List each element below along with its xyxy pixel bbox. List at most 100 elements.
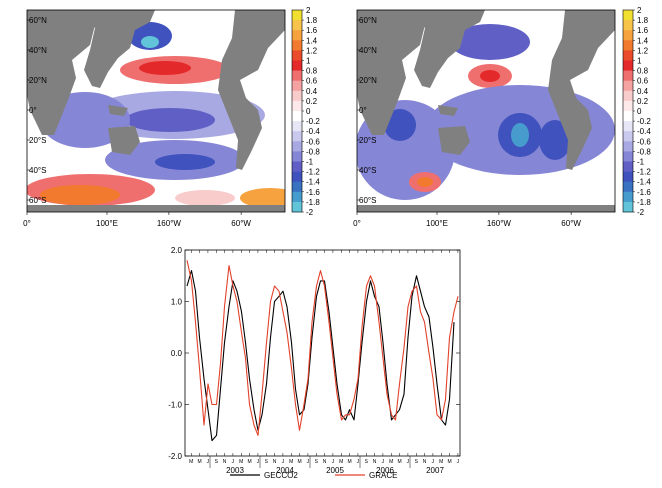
land-indonesia [108,105,128,116]
month-label: N [323,459,327,465]
month-label: J [207,459,210,465]
month-label: M [339,459,343,465]
colorbar-swatch [623,80,633,92]
land-africa-europe [357,10,425,135]
map-gecco2-anomaly: 60°N 40°N 20°N 0° 20°S 40°S 60°S 0° 100°E 160°W 6… [23,9,286,228]
lon-label: 60°W [561,219,581,228]
colorbar-swatch [623,161,633,172]
colorbar-label: -1.8 [306,198,320,207]
colorbar-label: -0.2 [306,117,320,126]
month-label: N [223,459,227,465]
colorbar-swatch [292,40,302,51]
colorbar-label: 0 [306,107,311,116]
colorbar-swatch [623,141,633,152]
lon-label: 60°W [231,219,251,228]
colorbar-label: 2 [637,6,642,15]
colorbar-right: 21.81.61.41.210.80.60.40.20-0.2-0.4-0.6-… [622,6,651,217]
colorbar-label: 0 [637,107,642,116]
colorbar-swatch [292,181,302,193]
colorbar-swatch [623,121,633,132]
colorbar-label: -1.4 [637,178,651,187]
month-label: S [315,459,319,465]
colorbar-swatch [623,60,633,71]
lat-label: 0° [29,106,37,115]
north-atlantic-anomaly-core [141,36,159,48]
colorbar-swatch [292,201,302,213]
month-label: J [257,459,260,465]
lat-label: 60°N [359,16,377,25]
land-greenland [585,10,610,28]
colorbar-label: -0.4 [306,127,320,136]
month-label: J [307,459,310,465]
lat-label: 60°N [29,16,47,25]
colorbar-swatch [292,100,302,112]
lat-label: 20°S [359,136,376,145]
colorbar-label: 2 [306,6,311,15]
colorbar-swatch [623,191,633,203]
month-label: S [265,459,269,465]
month-label: J [457,459,460,465]
month-label: J [232,459,235,465]
lon-axis-labels: 0° 100°E 160°W 60°W [23,212,251,228]
colorbar-label: 1.2 [637,46,649,55]
colorbar-label: 1.4 [637,36,649,45]
colorbar-label: -0.6 [306,137,320,146]
map-frame [26,9,286,213]
colorbar-swatch [292,121,302,132]
colorbar-label: -0.8 [637,147,651,156]
land-asia [414,10,485,88]
colorbar-swatch [623,10,633,21]
colorbar-label: -2 [306,208,314,217]
colorbar-label: -0.6 [637,137,651,146]
lon-label: 0° [353,219,361,228]
lon-label: 0° [23,219,31,228]
month-label: M [197,459,201,465]
map-panel-grace: 60°N 40°N 20°N 0° 20°S 40°S 60°S 0° 100°E 160°W 6… [330,0,662,236]
lon-label: 100°E [96,219,118,228]
month-label: M [297,459,301,465]
land-antarctica [357,205,615,212]
month-label: M [189,459,193,465]
land-americas [548,10,615,170]
colorbar-swatch [292,70,302,81]
month-label: S [215,459,219,465]
month-label: M [397,459,401,465]
series-line-gecco2 [186,270,455,442]
colorbar-left: 21.81.61.41.210.80.60.40.20-0.2-0.4-0.6-… [291,6,320,217]
tropical-pacific-cold-core [125,108,215,132]
colorbar-swatch [292,30,302,41]
land-australia [438,126,470,155]
colorbar-swatch [623,30,633,41]
colorbar-swatch [623,50,633,61]
year-label: 2003 [226,466,244,475]
month-label: S [365,459,369,465]
colorbar-swatch [292,151,302,162]
colorbar-label: 0.8 [637,67,649,76]
colorbar-label: 1 [306,57,311,66]
lat-label: 40°S [29,166,46,175]
colorbar-label: -1.4 [306,178,320,187]
year-label: 2005 [326,466,344,475]
colorbar-swatch [623,100,633,112]
pacific-cold-core-inner [511,123,529,147]
lon-label: 160°W [487,219,512,228]
map-frame [356,9,616,213]
map-panel-gecco2: 60°N 40°N 20°N 0° 20°S 40°S 60°S 0° 100°E 160°W 6… [0,0,330,236]
legend: GECCO2 GRACE [230,471,397,480]
south-pacific-cold-core [539,120,571,160]
legend-label: GECCO2 [264,471,298,480]
month-label: J [382,459,385,465]
land-americas [218,10,285,170]
colorbar-label: 1 [637,57,642,66]
colorbar-label: 0.2 [637,97,649,106]
month-label: M [447,459,451,465]
y-tick-label: -2.0 [168,452,182,461]
colorbar-swatch [292,10,302,21]
month-label: S [415,459,419,465]
colorbar-label: 0.2 [306,97,318,106]
lat-label: 20°N [359,76,377,85]
colorbar-swatch [292,131,302,142]
colorbar-label: 0.8 [306,67,318,76]
